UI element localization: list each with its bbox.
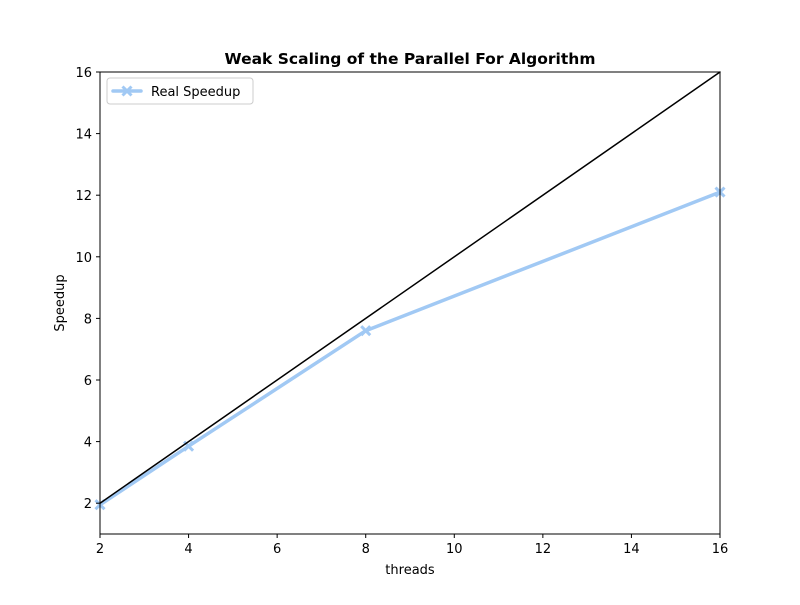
x-tick-label: 6 [273, 542, 281, 557]
y-tick-label: 6 [84, 374, 92, 389]
plot-frame [99, 71, 721, 535]
data-point-real-speedup [360, 325, 372, 337]
x-tick-label: 2 [96, 542, 104, 557]
x-tick-label: 4 [184, 542, 192, 557]
legend-label-real-speedup: Real Speedup [151, 85, 240, 100]
y-axis-label: Speedup [53, 274, 68, 331]
series-layer [94, 71, 726, 511]
legend-marker-real-speedup [121, 85, 133, 97]
x-tick-label: 10 [446, 542, 463, 557]
y-tick-label: 8 [84, 312, 92, 327]
legend-box [106, 77, 254, 105]
x-tick-label: 14 [623, 542, 640, 557]
y-tick-label: 4 [84, 436, 92, 451]
series-line-series-1 [99, 71, 721, 504]
y-tick-label: 12 [75, 189, 92, 204]
x-tick-label: 8 [362, 542, 370, 557]
y-tick-label: 2 [84, 497, 92, 512]
y-tick-label: 16 [75, 66, 92, 81]
y-tick-label: 10 [75, 251, 92, 266]
x-axis-ticks: 2 4 6 8 10 12 14 16 [96, 534, 728, 557]
legend: Real Speedup [106, 77, 254, 105]
x-axis-label: threads [385, 563, 435, 578]
x-tick-label: 12 [535, 542, 552, 557]
chart-title: Weak Scaling of the Parallel For Algorit… [225, 50, 596, 68]
y-axis-ticks: 2 4 6 8 10 12 14 16 [75, 66, 100, 512]
y-tick-label: 14 [75, 128, 92, 143]
series-line-real-speedup [98, 190, 722, 507]
x-tick-label: 16 [712, 542, 729, 557]
